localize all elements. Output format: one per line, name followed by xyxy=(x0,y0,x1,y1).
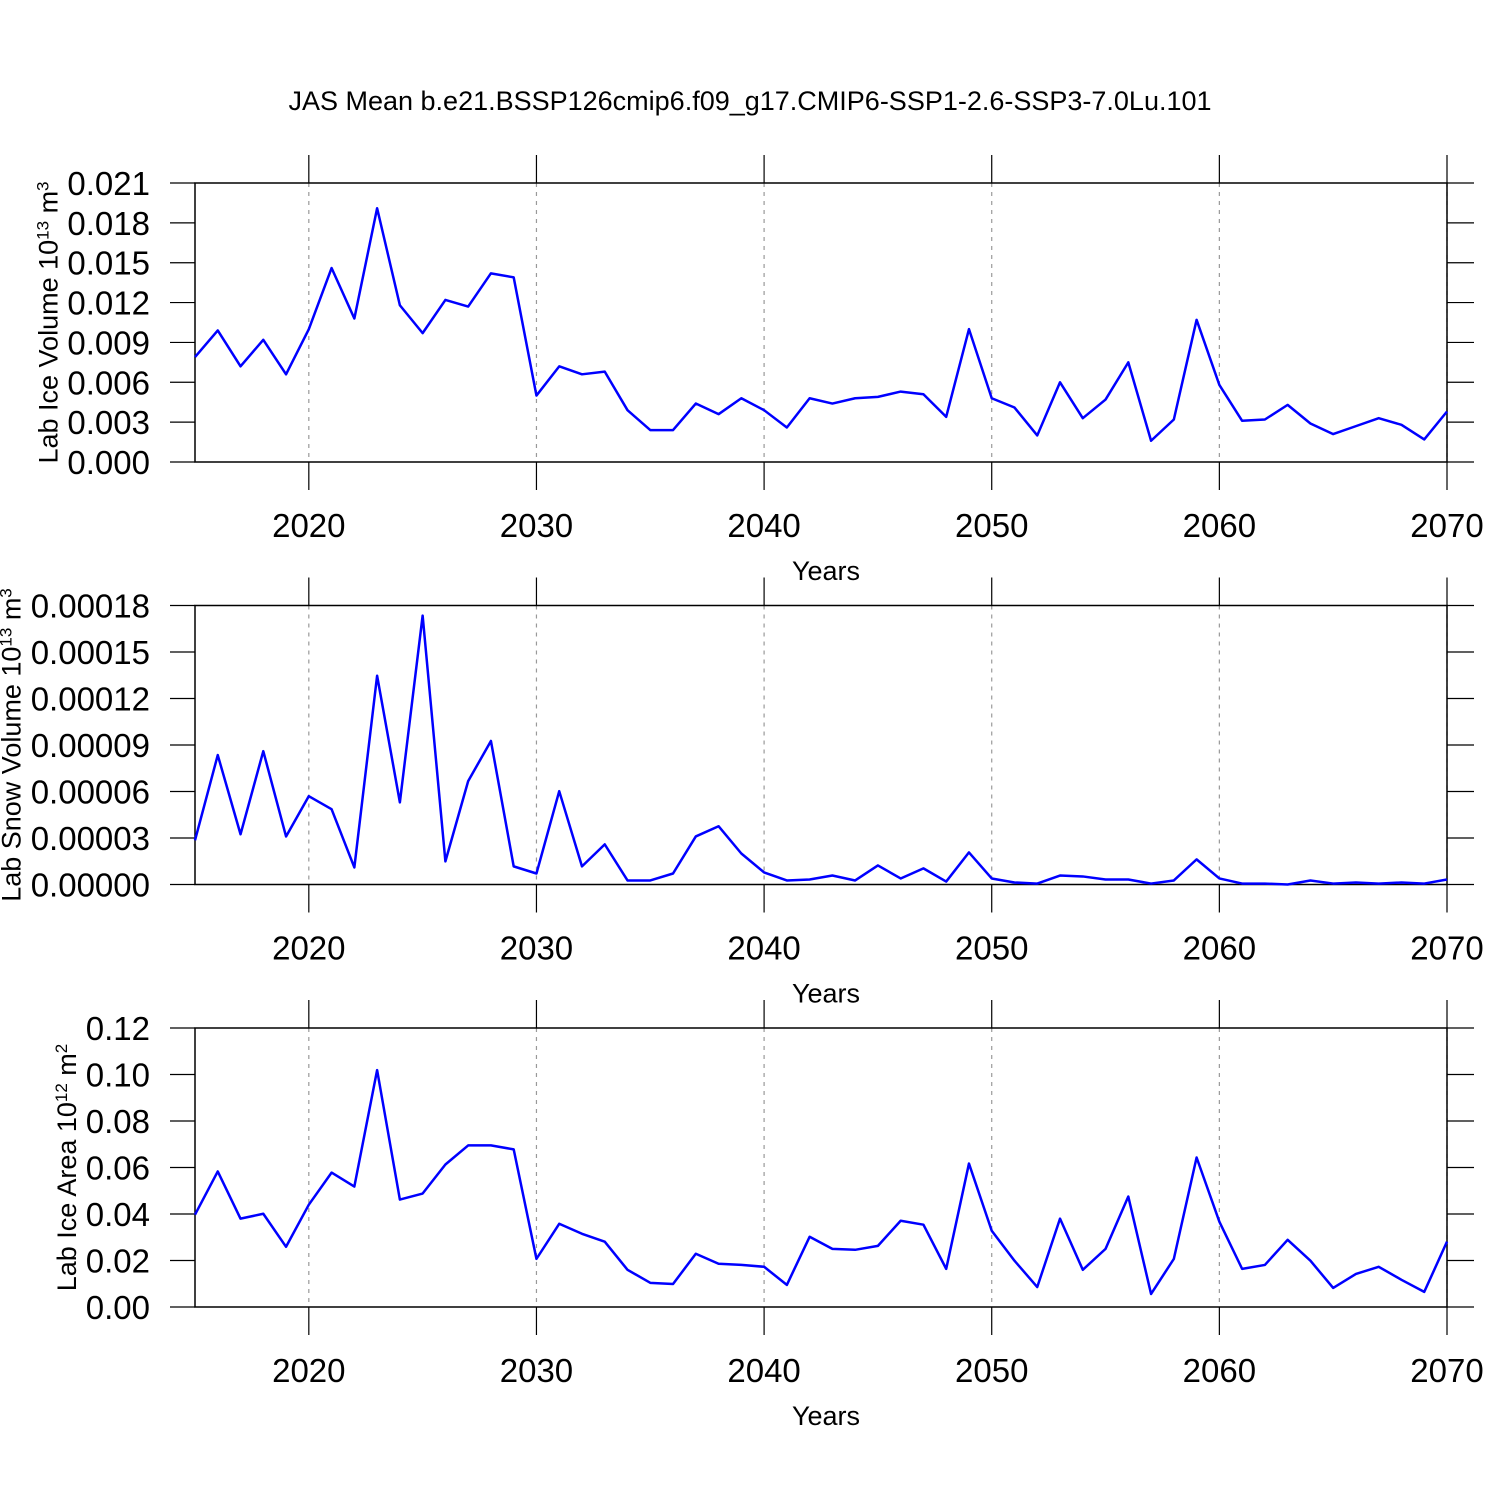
y-label-text: Lab Snow Volume 10 xyxy=(0,647,27,902)
y-tick-label: 0.04 xyxy=(86,1196,150,1233)
x-tick-label: 2050 xyxy=(955,930,1028,967)
y-label-exponent: 3 xyxy=(0,588,15,597)
y-label-exponent: 3 xyxy=(33,181,52,190)
y-label-text: Lab Ice Area 10 xyxy=(52,1102,82,1291)
y-axis-label: Lab Snow Volume 1013 m3 xyxy=(0,588,27,902)
y-tick-label: 0.009 xyxy=(67,324,150,361)
y-label-text: m xyxy=(0,598,27,628)
plot-frame xyxy=(194,604,1448,886)
y-label-exponent: 13 xyxy=(33,221,52,240)
x-tick-label: 2020 xyxy=(272,507,345,544)
y-tick-label: 0.006 xyxy=(67,364,150,401)
x-tick-label: 2060 xyxy=(1183,1352,1256,1389)
x-tick-label: 2050 xyxy=(955,507,1028,544)
y-label-text: Lab Ice Volume 10 xyxy=(33,240,63,464)
y-tick-label: 0.00018 xyxy=(31,588,150,625)
x-axis-label: Years xyxy=(792,556,860,586)
y-label-text: m xyxy=(52,1053,82,1083)
y-tick-label: 0.00003 xyxy=(31,820,150,857)
x-tick-label: 2050 xyxy=(955,1352,1028,1389)
y-tick-label: 0.000 xyxy=(67,444,150,481)
y-tick-label: 0.018 xyxy=(67,205,150,242)
x-axis-label: Years xyxy=(792,979,860,1009)
x-tick-label: 2020 xyxy=(272,1352,345,1389)
y-axis-label: Lab Ice Area 1012 m2 xyxy=(51,1044,82,1292)
y-tick-label: 0.015 xyxy=(67,245,150,282)
x-tick-label: 2020 xyxy=(272,930,345,967)
x-tick-label: 2040 xyxy=(727,507,800,544)
y-label-exponent: 12 xyxy=(51,1083,70,1102)
y-tick-label: 0.003 xyxy=(67,404,150,441)
plot-frame xyxy=(194,1027,1448,1308)
y-tick-label: 0.021 xyxy=(67,165,150,202)
x-tick-label: 2070 xyxy=(1410,930,1483,967)
y-tick-label: 0.06 xyxy=(86,1150,150,1187)
x-tick-label: 2070 xyxy=(1410,507,1483,544)
x-tick-label: 2060 xyxy=(1183,930,1256,967)
y-tick-label: 0.00 xyxy=(86,1289,150,1326)
y-label-text: m xyxy=(33,191,63,221)
y-axis-label: Lab Ice Volume 1013 m3 xyxy=(33,181,64,463)
y-tick-label: 0.00000 xyxy=(31,867,150,904)
x-axis-label: Years xyxy=(792,1401,860,1431)
y-label-exponent: 13 xyxy=(0,628,15,647)
y-tick-label: 0.00006 xyxy=(31,774,150,811)
y-tick-label: 0.10 xyxy=(86,1057,150,1094)
data-line xyxy=(194,206,1448,442)
y-tick-label: 0.00009 xyxy=(31,727,150,764)
plot-frame xyxy=(194,182,1448,463)
chart-title: JAS Mean b.e21.BSSP126cmip6.f09_g17.CMIP… xyxy=(288,86,1211,116)
y-tick-label: 0.00012 xyxy=(31,681,150,718)
x-tick-label: 2030 xyxy=(500,1352,573,1389)
data-line xyxy=(193,614,1448,886)
y-tick-label: 0.02 xyxy=(86,1243,150,1280)
y-label-exponent: 2 xyxy=(51,1044,70,1053)
x-tick-label: 2040 xyxy=(727,930,800,967)
y-tick-label: 0.12 xyxy=(86,1010,150,1047)
y-tick-label: 0.012 xyxy=(67,285,150,322)
x-tick-label: 2030 xyxy=(500,507,573,544)
x-tick-label: 2040 xyxy=(727,1352,800,1389)
y-tick-label: 0.00015 xyxy=(31,634,150,671)
x-tick-label: 2030 xyxy=(500,930,573,967)
x-tick-label: 2060 xyxy=(1183,507,1256,544)
y-tick-label: 0.08 xyxy=(86,1103,150,1140)
data-line xyxy=(193,1068,1449,1296)
x-tick-label: 2070 xyxy=(1410,1352,1483,1389)
